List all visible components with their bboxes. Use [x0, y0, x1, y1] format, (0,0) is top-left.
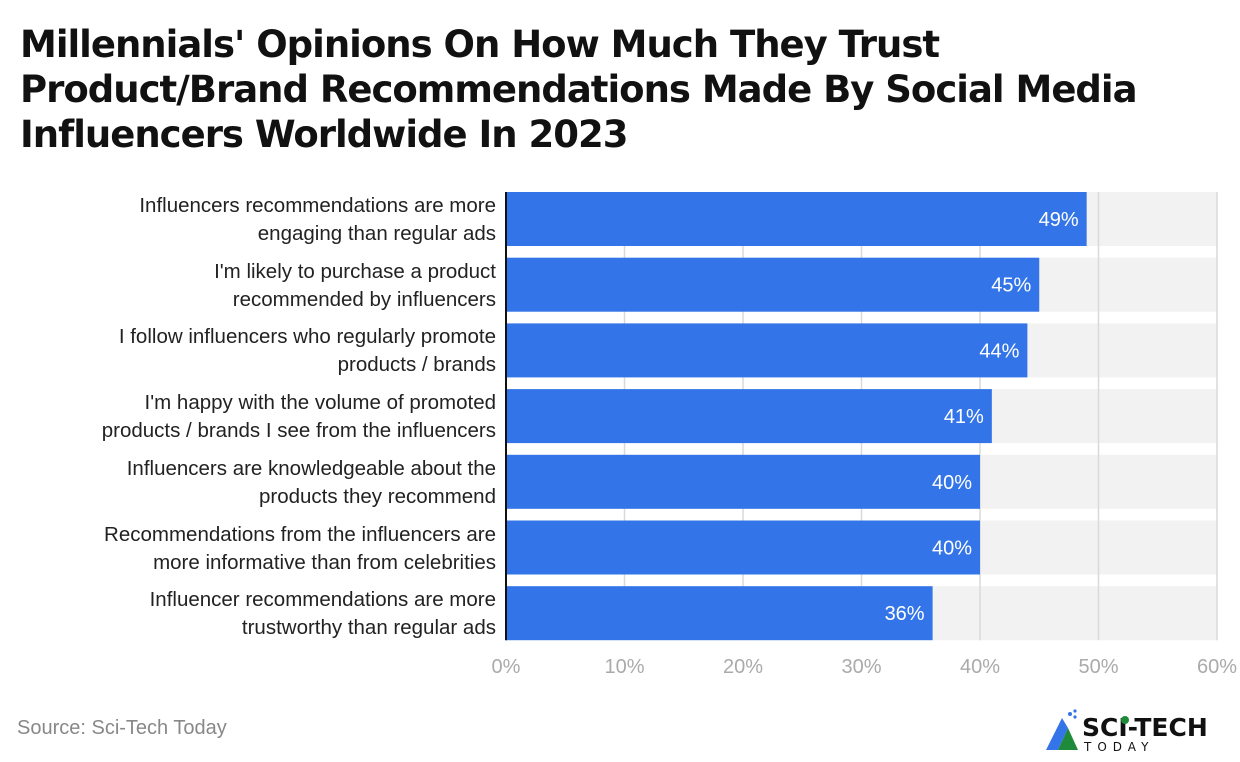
- category-label-line: more informative than from celebrities: [153, 550, 496, 574]
- x-tick-label: 0%: [492, 656, 521, 678]
- category-label-line: products / brands I see from the influen…: [101, 419, 496, 443]
- category-label-line: I'm likely to purchase a product: [214, 259, 496, 283]
- category-label: I'm happy with the volume of promoted pro…: [16, 389, 496, 445]
- data-label: 40%: [932, 538, 972, 560]
- category-label-line: trustworthy than regular ads: [241, 616, 496, 640]
- category-label: Influencers recommendations are more enga…: [16, 192, 496, 248]
- category-label-line: products they recommend: [258, 484, 496, 508]
- data-label: 41%: [944, 406, 984, 428]
- bar: [506, 586, 933, 641]
- category-label-line: engaging than regular ads: [257, 222, 496, 245]
- bar: [506, 454, 980, 509]
- svg-text:TODAY: TODAY: [1083, 740, 1154, 754]
- category-label: Influencer recommendations are more trust…: [16, 586, 496, 642]
- data-label: 44%: [979, 340, 1019, 362]
- category-label: Recommendations from the influencers are…: [16, 521, 496, 577]
- category-label-line: recommended by influencers: [232, 287, 496, 311]
- category-label-line: Influencers recommendations are more: [139, 194, 496, 217]
- x-tick-label: 40%: [960, 656, 1000, 678]
- x-tick-label: 10%: [604, 656, 644, 678]
- bar: [506, 389, 992, 444]
- data-label: 36%: [885, 603, 925, 625]
- category-label-line: I'm happy with the volume of promoted: [144, 391, 496, 415]
- bar: [506, 257, 1040, 312]
- category-label: I follow influencers who regularly promo…: [16, 323, 496, 379]
- category-label-line: Recommendations from the influencers are: [104, 522, 496, 546]
- data-label: 49%: [1039, 209, 1079, 231]
- data-label: 45%: [991, 275, 1031, 297]
- svg-text:SCI-TECH: SCI-TECH: [1082, 713, 1208, 742]
- chart-title: Millennials' Opinions On How Much They T…: [20, 23, 1138, 156]
- category-label: Influencers are knowledgeable about the p…: [16, 455, 496, 511]
- x-tick-label: 50%: [1078, 656, 1118, 678]
- x-tick-label: 20%: [723, 656, 763, 678]
- bar: [506, 323, 1028, 378]
- x-tick-label: 30%: [841, 656, 881, 678]
- x-tick-label: 60%: [1197, 656, 1237, 678]
- category-label-line: products / brands: [337, 353, 496, 377]
- data-label: 40%: [932, 472, 972, 494]
- category-label-line: I follow influencers who regularly promo…: [118, 325, 496, 349]
- category-label-line: Influencers are knowledgeable about the: [126, 456, 496, 480]
- bar-chart: 0% 10% 20% 30% 40% 50% 60% 49% 45% 44% 41% 40% 40% 36…: [492, 192, 1237, 678]
- sci-tech-today-logo: SCI-TECH TODAY: [1046, 709, 1208, 754]
- bar: [506, 520, 980, 575]
- category-label: I'm likely to purchase a product recommen…: [16, 258, 496, 314]
- source-note: Source: Sci-Tech Today: [17, 717, 227, 739]
- category-label-line: Influencer recommendations are more: [149, 588, 496, 612]
- bar: [506, 192, 1087, 246]
